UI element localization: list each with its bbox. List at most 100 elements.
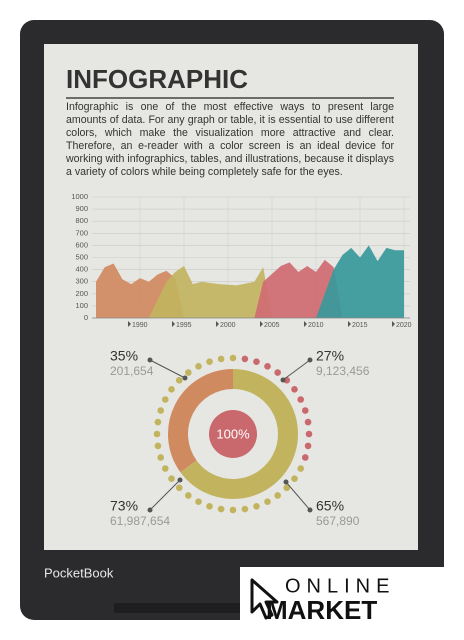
x-tick-label: 2010 [308, 322, 324, 329]
leader-dot [177, 477, 183, 483]
ring-dot [297, 396, 305, 403]
center-circle [209, 410, 257, 458]
ring-dot [253, 502, 260, 510]
y-tick-label: 200 [75, 289, 88, 298]
ring-dot [241, 505, 249, 513]
ring-dot [154, 418, 162, 426]
brand: PocketBook [44, 565, 114, 580]
y-tick-label: 300 [75, 277, 88, 286]
leader-dot [147, 507, 153, 513]
ring-dot [229, 354, 237, 362]
store-logo-box [240, 567, 464, 640]
ring-dot [274, 369, 281, 376]
ring-dot [153, 430, 161, 438]
tick-arrow [392, 321, 395, 327]
ring-dot [161, 465, 169, 472]
leader-line [285, 481, 311, 511]
y-tick-label: 1000 [71, 192, 88, 201]
y-tick-label: 500 [75, 252, 88, 261]
x-tick-label: 1990 [132, 322, 148, 329]
tick-arrow [260, 321, 263, 327]
y-tick-label: 400 [75, 265, 88, 274]
percent-label: 73% [110, 498, 138, 514]
tick-arrow [172, 321, 175, 327]
ring-dot [217, 505, 225, 513]
count-label: 201,654 [110, 364, 154, 378]
donut-segment [180, 369, 298, 499]
ring-dot [168, 475, 175, 482]
area [148, 265, 272, 318]
tick-arrow [128, 321, 131, 327]
tick-arrow [216, 321, 219, 327]
ring-dot [283, 484, 291, 492]
logo-top: ONLINE [285, 575, 395, 597]
ring-dot [175, 484, 183, 492]
y-tick-label: 800 [75, 216, 88, 225]
ring-dot [185, 492, 192, 499]
y-tick-label: 600 [75, 240, 88, 249]
area [316, 245, 404, 318]
x-tick-label: 2015 [352, 322, 368, 329]
ring-dot [195, 498, 202, 506]
leader-dot [307, 507, 313, 513]
ring-dot [291, 386, 298, 393]
leader-dot [280, 377, 286, 383]
ring-dot [264, 362, 271, 370]
screen-title: INFOGRAPHIC [66, 64, 248, 94]
area-chart: 0 100 200 300 400 500 600 700 800 900 1000 1990 1995… [71, 192, 411, 329]
leader-dot [147, 357, 153, 363]
tick-arrow [348, 321, 351, 327]
ring-dot [304, 442, 312, 450]
leader-dot [283, 479, 289, 485]
donut-segment [168, 369, 234, 473]
ring-dot [206, 358, 213, 366]
paragraph: Infographic is one of the most effective… [66, 101, 394, 178]
y-tick-label: 900 [75, 204, 88, 213]
ring-dot [229, 506, 237, 514]
cursor-icon [250, 578, 279, 620]
ring-dot [185, 369, 192, 376]
leader-dot [307, 357, 313, 363]
percent-label: 27% [316, 348, 344, 364]
ring-dot [157, 407, 165, 414]
x-tick-label: 2000 [220, 322, 236, 329]
leader-line [282, 359, 311, 381]
ring-dot [168, 386, 175, 393]
logo-bottom: MARKET [266, 595, 377, 625]
ring-dot [157, 454, 165, 461]
area [254, 259, 343, 318]
count-label: 9,123,456 [316, 364, 370, 378]
x-tick-label: 1995 [176, 322, 192, 329]
center-label: 100% [216, 426, 250, 441]
x-tick-label: 2005 [264, 322, 280, 329]
ring-dot [161, 396, 169, 403]
ring-dot [304, 418, 312, 426]
ring-dot [297, 465, 305, 472]
ring-dot [274, 492, 281, 499]
y-tick-label: 700 [75, 228, 88, 237]
ring-dot [217, 355, 225, 363]
percent-label: 65% [316, 498, 344, 514]
ring-dot [175, 376, 183, 384]
ring-dot [264, 498, 271, 506]
ring-dot [305, 430, 313, 438]
x-tick-label: 2020 [396, 322, 412, 329]
count-label: 567,890 [316, 514, 360, 528]
ring-dot [291, 475, 298, 482]
leader-line [149, 479, 181, 511]
percent-label: 35% [110, 348, 138, 364]
ring-dot [241, 355, 249, 363]
ring-dot [301, 454, 309, 461]
ring-dot [301, 407, 309, 414]
ring-dot [253, 358, 260, 366]
y-tick-label: 0 [84, 313, 88, 322]
count-label: 61,987,654 [110, 514, 170, 528]
leader-dot [182, 375, 188, 381]
ring-dot [195, 362, 202, 370]
ring-dot [154, 442, 162, 450]
donut-chart: 100% 35%201,654 27%9,123,456 73%61,987,654 6… [110, 348, 370, 528]
y-tick-label: 100 [75, 301, 88, 310]
leader-line [149, 359, 186, 379]
